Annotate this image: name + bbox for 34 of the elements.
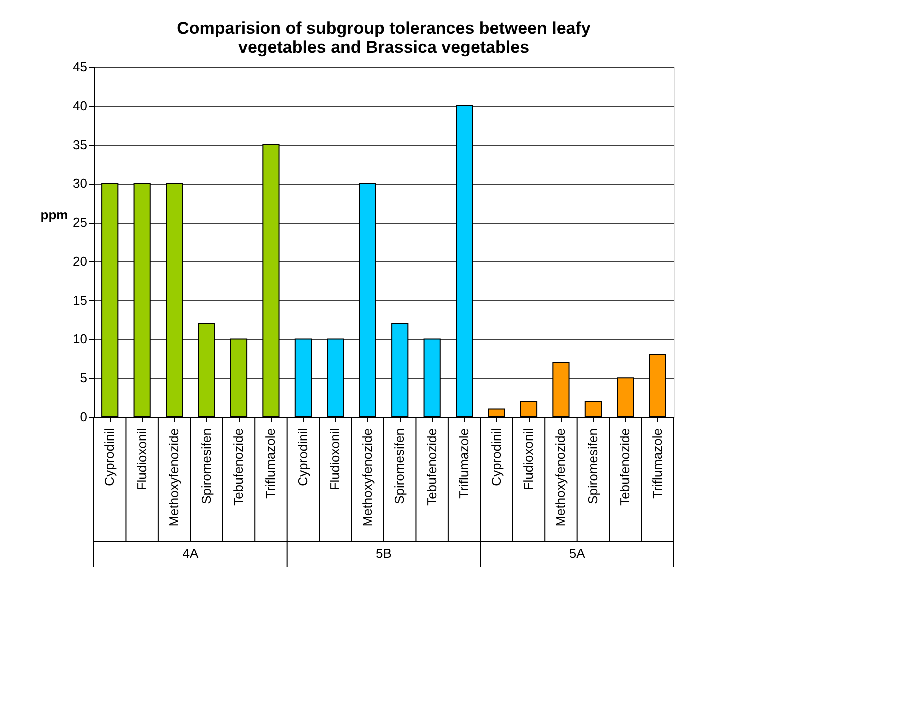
x-tick-label: Triflumazole (263, 428, 278, 499)
y-tick-label: 35 (73, 137, 88, 152)
text: 4A (182, 546, 199, 561)
x-tick-label: Spiromesifen (198, 428, 214, 504)
x-tick-label: Tebufenozide (618, 428, 633, 506)
text: 5A (569, 546, 586, 561)
x-tick-label: Triflumazole (456, 428, 472, 499)
x-tick-label: Methoxyfenozide (553, 428, 568, 527)
text: 5B (376, 546, 392, 561)
text: vegetables and Brassica vegetables (238, 38, 530, 57)
y-tick-label: 0 (80, 410, 88, 424)
y-tick-label: 25 (73, 215, 88, 230)
x-tick-label: Fludioxonil (521, 428, 536, 491)
y-tick-label: 40 (73, 98, 88, 114)
y-tick-label: 45 (73, 60, 88, 74)
x-tick-label: Triflumazole (650, 428, 665, 499)
x-tick-label: Spiromesifen (585, 428, 600, 504)
x-tick-label: Cyprodinil (488, 428, 504, 486)
x-tick-label: Tebufenozide (424, 428, 440, 506)
x-tick-label: Cyprodinil (295, 428, 310, 486)
y-axis-title: ppm (40, 208, 68, 222)
y-tick-label: 15 (73, 292, 88, 308)
y-tick-label: 10 (73, 332, 88, 347)
x-tick-label: Fludioxonil (328, 428, 343, 491)
x-tick-label: Methoxyfenozide (166, 428, 182, 527)
text: Comparision of subgroup tolerances between leafy (177, 19, 591, 38)
x-tick-label: Methoxyfenozide (360, 428, 375, 527)
x-tick-label: Spiromesifen (392, 428, 408, 504)
x-tick-label: Fludioxonil (134, 428, 150, 491)
y-tick-label: 20 (73, 254, 88, 269)
x-tick-label: Cyprodinil (102, 428, 118, 486)
x-tick-label: Tebufenozide (231, 428, 246, 506)
y-tick-label: 30 (73, 176, 88, 192)
y-tick-label: 5 (80, 370, 88, 386)
